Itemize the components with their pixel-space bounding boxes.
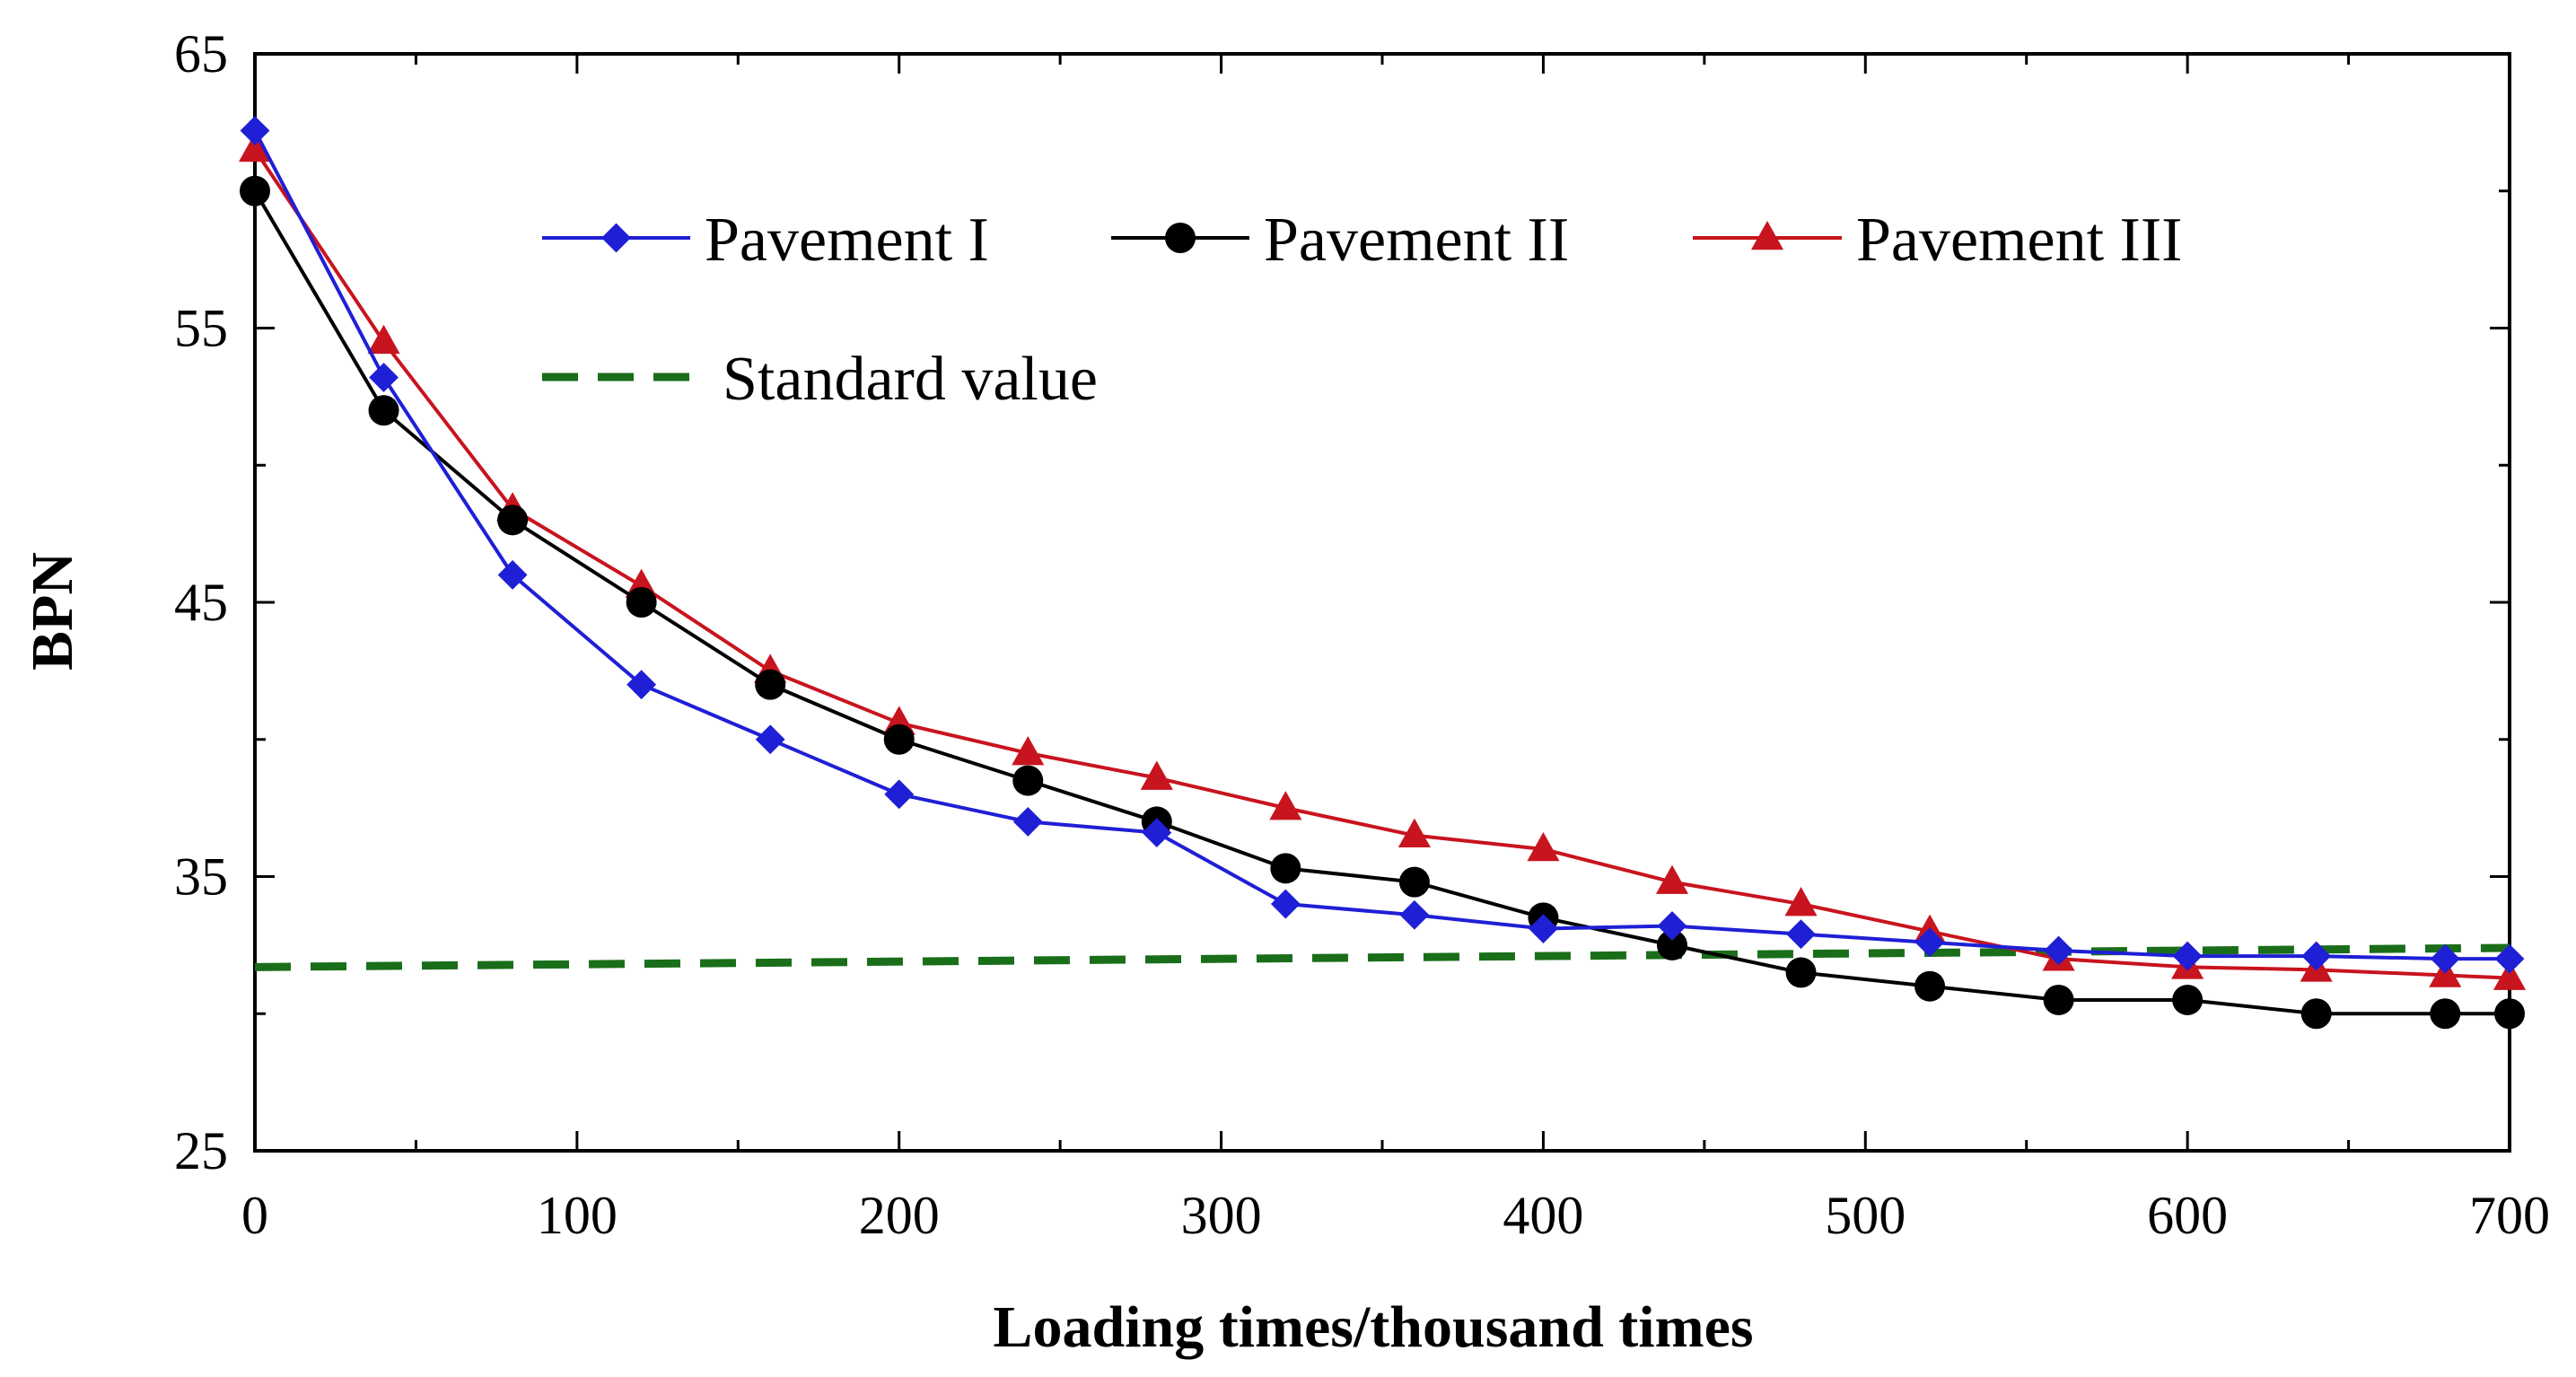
series-pavement-ii-point: [2300, 998, 2332, 1030]
series-pavement-i-point: [1012, 806, 1043, 837]
series-pavement-i-point: [626, 670, 657, 700]
series-pavement-i-point: [884, 779, 915, 810]
legend-pavement-iii-marker: [1750, 221, 1784, 250]
legend-pavement-ii-label: Pavement II: [1264, 206, 1569, 275]
series-pavement-ii-point: [1785, 957, 1817, 988]
x-tick-label: 500: [1825, 1186, 1906, 1245]
series-pavement-iii-point: [1140, 760, 1173, 790]
series-pavement-i-point: [1270, 889, 1301, 919]
series-pavement-iii-point: [1012, 736, 1045, 766]
series-pavement-ii-point: [1012, 765, 1044, 796]
series-pavement-iii-point: [367, 324, 400, 355]
series-pavement-ii-point: [497, 504, 529, 536]
series-pavement-ii-point: [1398, 866, 1430, 898]
y-axis-title: BPN: [20, 552, 85, 671]
series-pavement-iii-point: [1655, 864, 1689, 894]
series-pavement-ii-line: [253, 189, 2510, 1016]
series-pavement-i-point: [2430, 943, 2460, 974]
x-tick-label: 300: [1181, 1186, 1262, 1245]
series-pavement-iii-point: [1784, 887, 1818, 917]
standard-value-line: [254, 943, 2510, 971]
series-pavement-iii-point: [1398, 818, 1431, 847]
series-pavement-ii-point: [755, 669, 786, 700]
x-tick-label: 0: [241, 1186, 268, 1245]
series-pavement-ii-point: [1914, 970, 1946, 1002]
series-pavement-i-point: [1142, 818, 1172, 848]
y-tick-label: 35: [174, 847, 228, 907]
x-tick-label: 700: [2469, 1186, 2550, 1245]
series-pavement-ii-point: [240, 175, 270, 206]
series-pavement-i-point: [2044, 935, 2074, 966]
legend-pavement-i-marker: [601, 223, 631, 253]
y-tick-label: 25: [174, 1121, 228, 1180]
series-pavement-ii-point: [626, 587, 657, 618]
series-pavement-iii-point: [1269, 791, 1302, 820]
legend-pavement-iii-label: Pavement III: [1856, 206, 2182, 275]
series-pavement-ii-point: [1270, 853, 1301, 884]
series-pavement-i-point: [2172, 941, 2203, 971]
x-axis-title: Loading times/thousand times: [993, 1294, 1753, 1360]
series-pavement-i-point: [240, 116, 270, 145]
series-pavement-iii-point: [1527, 831, 1560, 862]
y-tick-label: 55: [174, 299, 228, 358]
series-pavement-i-point: [497, 560, 528, 590]
series-pavement-ii-point: [883, 724, 915, 755]
x-tick-label: 600: [2147, 1186, 2228, 1245]
series-pavement-ii-point: [2043, 984, 2074, 1015]
series-pavement-ii-point: [2172, 984, 2204, 1015]
series-pavement-i-point: [1399, 899, 1430, 930]
x-tick-label: 100: [537, 1186, 618, 1245]
series-pavement-ii-point: [2430, 998, 2461, 1030]
series-pavement-ii-point: [2494, 998, 2525, 1030]
series-pavement-i-point: [1657, 911, 1687, 941]
series-pavement-i-point: [2301, 941, 2332, 971]
series-pavement-ii-point: [1656, 929, 1687, 960]
legend-pavement-ii-marker: [1165, 223, 1196, 253]
x-tick-label: 200: [859, 1186, 940, 1245]
series-pavement-iii-point: [2493, 960, 2527, 990]
y-tick-label: 65: [174, 24, 228, 83]
series-pavement-i-point: [1914, 927, 1945, 958]
y-tick-label: 45: [174, 573, 228, 632]
series-pavement-iii-point: [238, 132, 272, 162]
legend-standard-value-label: Standard value: [723, 345, 1098, 414]
series-pavement-i-point: [1529, 914, 1558, 943]
legend-pavement-i-label: Pavement I: [705, 206, 989, 275]
series-pavement-ii-point: [368, 395, 399, 426]
x-tick-label: 400: [1503, 1186, 1583, 1245]
series-pavement-i-point: [1786, 919, 1816, 950]
series-pavement-i-point: [755, 724, 785, 755]
series-pavement-i-point: [369, 363, 399, 392]
series-pavement-i-point: [2494, 943, 2525, 974]
